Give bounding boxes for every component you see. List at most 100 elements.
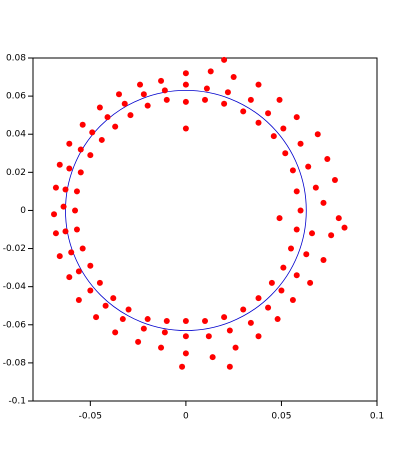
point — [182, 125, 189, 132]
point — [240, 108, 247, 115]
point — [221, 56, 228, 63]
point — [202, 317, 208, 324]
point — [324, 155, 331, 162]
point — [280, 264, 287, 271]
point — [66, 165, 73, 172]
point — [144, 316, 151, 323]
point — [161, 87, 168, 94]
point — [335, 215, 342, 222]
point — [56, 253, 63, 260]
point — [52, 184, 59, 191]
point — [288, 245, 294, 252]
point — [68, 249, 75, 256]
point — [226, 327, 233, 334]
point — [255, 119, 262, 126]
point — [265, 110, 272, 117]
point — [255, 333, 262, 340]
point — [163, 317, 170, 324]
point — [182, 98, 189, 105]
point — [79, 121, 86, 128]
point — [73, 226, 80, 233]
x-tick-label: 0.05 — [271, 412, 291, 422]
point — [140, 325, 147, 332]
y-tick-label: -0.06 — [3, 320, 27, 330]
point — [226, 363, 233, 370]
point — [121, 100, 128, 107]
point — [289, 167, 296, 174]
point — [158, 344, 165, 351]
point — [158, 77, 165, 84]
y-tick-label: 0.04 — [6, 130, 26, 140]
circle-line — [65, 89, 307, 331]
point — [96, 279, 103, 286]
point — [116, 91, 122, 98]
point — [247, 96, 254, 103]
point — [270, 133, 277, 140]
point — [96, 104, 103, 111]
y-tick-label: 0.08 — [6, 54, 26, 64]
point — [309, 230, 316, 237]
point — [274, 316, 281, 323]
y-tick-label: 0.06 — [6, 92, 26, 102]
point — [278, 287, 285, 294]
point — [255, 81, 262, 88]
point — [182, 333, 189, 340]
point — [293, 272, 300, 279]
point — [293, 226, 300, 233]
point — [112, 123, 119, 130]
point — [280, 125, 287, 132]
point — [62, 186, 69, 193]
point — [207, 68, 214, 75]
point — [75, 268, 82, 275]
point — [331, 176, 338, 183]
x-tick-label: 0.1 — [370, 412, 384, 422]
point — [66, 274, 73, 281]
point — [182, 350, 189, 357]
point — [75, 297, 82, 304]
y-tick-label: -0.1 — [8, 397, 26, 407]
point — [305, 163, 312, 170]
point — [307, 279, 314, 286]
point — [51, 211, 58, 218]
point — [79, 245, 86, 252]
point — [77, 146, 84, 153]
point — [276, 96, 283, 103]
plot-frame — [32, 57, 378, 402]
y-tick-label: -0.08 — [3, 358, 27, 368]
y-tick-label: 0.02 — [6, 168, 26, 178]
point — [60, 203, 67, 210]
point — [163, 96, 170, 103]
point — [140, 91, 147, 98]
point — [72, 207, 79, 214]
x-tick-label: 0 — [183, 412, 189, 422]
point — [77, 169, 84, 176]
point — [73, 188, 80, 195]
point — [268, 279, 275, 286]
point — [328, 232, 335, 239]
point — [112, 329, 119, 336]
point — [66, 140, 73, 147]
point — [87, 262, 94, 269]
point — [255, 295, 262, 302]
point — [203, 85, 210, 92]
point — [221, 100, 228, 107]
point — [127, 112, 134, 119]
point — [93, 314, 100, 321]
point — [341, 224, 348, 231]
point — [102, 302, 109, 309]
x-tick-label: -0.05 — [79, 412, 102, 422]
point — [276, 215, 283, 222]
y-tick-label: -0.02 — [3, 244, 26, 254]
point — [297, 140, 304, 147]
point — [320, 199, 327, 206]
point — [289, 297, 296, 304]
point — [182, 317, 189, 324]
point — [303, 251, 310, 258]
point — [240, 306, 247, 313]
point — [87, 287, 94, 294]
point — [56, 161, 63, 168]
point — [224, 89, 231, 96]
point — [221, 314, 228, 321]
point — [232, 344, 239, 351]
